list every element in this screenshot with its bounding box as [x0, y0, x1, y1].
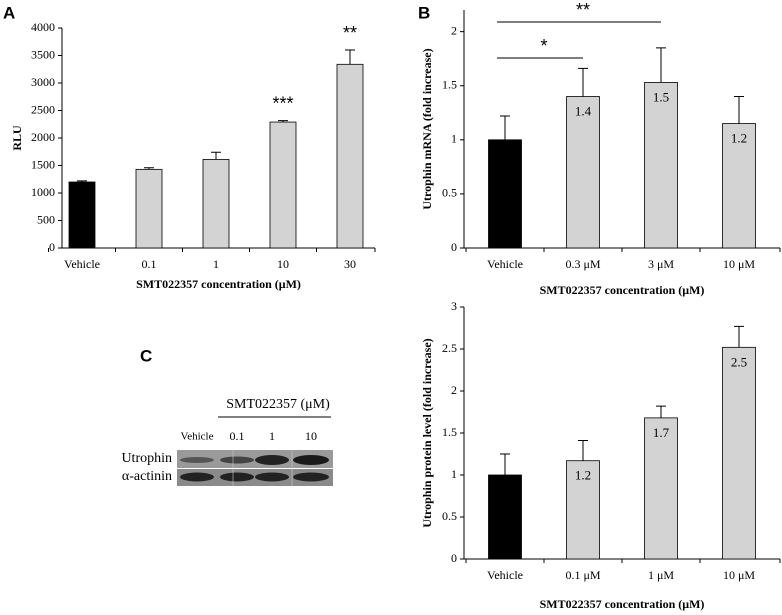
y-tick-label: 2: [451, 383, 457, 397]
error-bar: [656, 405, 666, 418]
x-tick-label: 30: [344, 257, 356, 271]
row-label: α-actinin: [122, 469, 172, 484]
x-tick-label: 1: [213, 257, 219, 271]
x-axis-title: SMT022357 concentration (μM): [136, 277, 301, 291]
x-tick-label: Vehicle: [487, 568, 523, 582]
blot-band: [255, 455, 289, 465]
x-tick-label: Vehicle: [487, 257, 523, 271]
blot-band: [180, 472, 214, 482]
bar: [566, 460, 600, 560]
y-tick-label: 1.5: [442, 425, 457, 439]
y-tick-label: 2500: [31, 102, 55, 116]
error-bar: [500, 115, 510, 140]
error-bar: [734, 325, 744, 348]
x-axis-title: SMT022357 concentration (μM): [540, 283, 705, 297]
bar: [336, 63, 364, 249]
y-tick-label: 3000: [31, 75, 55, 89]
significance: **: [576, 0, 590, 20]
bar: [722, 346, 756, 560]
x-tick-label: 0.1: [142, 257, 157, 271]
y-tick-label: 3500: [31, 47, 55, 61]
blot-band: [220, 472, 254, 482]
lane-label: Vehicle: [181, 431, 214, 443]
bar: [488, 139, 522, 249]
lane-label: 0.1: [230, 429, 245, 443]
blot-panel: C SMT022357 (μM) Vehicle 0.1 1 10 Utroph…: [121, 346, 333, 486]
blot-band: [220, 456, 254, 464]
value-label: 1.7: [653, 425, 670, 440]
y-tick-label: 0: [49, 240, 55, 254]
bar: [269, 121, 297, 249]
lane-label: 10: [305, 429, 317, 443]
bar: [644, 417, 678, 560]
y-tick-label: 1: [451, 132, 457, 146]
x-tick-label: 1 μM: [648, 568, 674, 582]
bar: [68, 181, 96, 249]
blot-band: [180, 457, 214, 463]
row-label: Utrophin: [121, 451, 172, 466]
x-tick-label: Vehicle: [64, 257, 100, 271]
x-tick-label: 10 μM: [723, 568, 755, 582]
x-tick-label: 10 μM: [723, 257, 755, 271]
error-bar: [578, 67, 588, 97]
blot-band: [293, 472, 329, 482]
error-bar: [77, 180, 87, 182]
y-tick-label: 1500: [31, 157, 55, 171]
value-label: 1.5: [653, 89, 669, 104]
y-tick-label: 0.5: [442, 186, 457, 200]
error-bar: [345, 49, 355, 65]
bar: [488, 474, 522, 560]
y-tick-label: 2: [451, 23, 457, 37]
blot-band: [293, 455, 329, 465]
x-tick-label: 0.3 μM: [565, 257, 600, 271]
value-label: 1.2: [731, 131, 747, 146]
lane-label: 1: [269, 429, 275, 443]
y-axis-title: Utrophin mRNA (fold increase): [420, 48, 434, 209]
panel-label: A: [3, 3, 15, 22]
y-tick-label: 4000: [31, 20, 55, 34]
y-tick-label: 1.5: [442, 77, 457, 91]
x-tick-label: 10: [277, 257, 289, 271]
significance: ***: [272, 93, 293, 113]
x-tick-label: 3 μM: [648, 257, 674, 271]
error-bar: [278, 120, 288, 123]
bar: [644, 82, 678, 249]
bar: [135, 168, 163, 249]
y-tick-label: 2.5: [442, 341, 457, 355]
y-tick-label: 0: [451, 240, 457, 254]
y-tick-label: 2000: [31, 130, 55, 144]
bar: [722, 123, 756, 249]
value-label: 2.5: [731, 354, 747, 369]
y-tick-label: 0: [451, 551, 457, 565]
error-bar: [211, 151, 221, 160]
y-tick-label: 0.5: [442, 509, 457, 523]
significance: **: [343, 23, 357, 43]
blot-image: [177, 450, 333, 468]
x-tick-label: 0.1 μM: [565, 568, 600, 582]
y-tick-label: 1: [451, 467, 457, 481]
error-bar: [144, 167, 154, 170]
panel-label: B: [418, 3, 430, 22]
error-bar: [734, 96, 744, 124]
y-tick-label: 500: [37, 212, 55, 226]
error-bar: [500, 453, 510, 475]
significance: *: [540, 36, 547, 56]
panel-label: C: [140, 346, 152, 365]
y-axis-title: RLU: [10, 125, 24, 151]
x-axis-title: SMT022357 concentration (μM): [540, 597, 705, 611]
error-bar: [578, 440, 588, 461]
bar: [566, 96, 600, 249]
value-label: 1.4: [575, 104, 592, 119]
bar: [202, 159, 230, 249]
y-tick-label: 1000: [31, 185, 55, 199]
blot-image: [177, 469, 333, 486]
value-label: 1.2: [575, 468, 591, 483]
y-axis-title: Utrophin protein level (fold increase): [420, 338, 434, 527]
blot-band: [255, 472, 289, 482]
treatment-label: SMT022357 (μM): [226, 397, 330, 412]
error-bar: [656, 47, 666, 83]
y-tick-label: 3: [451, 299, 457, 313]
